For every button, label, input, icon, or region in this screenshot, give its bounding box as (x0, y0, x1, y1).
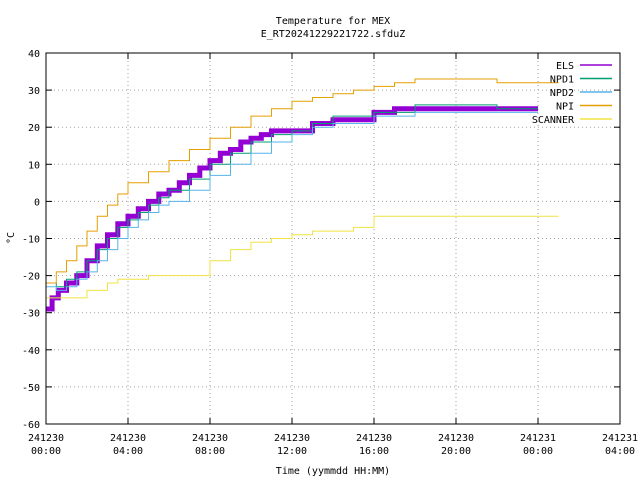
series-line-scanner (46, 215, 559, 299)
chart-subtitle: E_RT20241229221722.sfduZ (261, 29, 406, 40)
x-tick-time-label: 16:00 (359, 446, 389, 457)
chart-title: Temperature for MEX (276, 16, 390, 27)
y-tick-label: 0 (34, 197, 40, 208)
x-tick-date-label: 241231 (602, 433, 638, 444)
x-tick-date-label: 241230 (356, 433, 392, 444)
series-line-npi (46, 78, 559, 284)
x-tick-time-label: 20:00 (441, 446, 471, 457)
x-tick-time-label: 12:00 (277, 446, 307, 457)
x-axis-label: Time (yymmdd HH:MM) (276, 466, 390, 477)
y-tick-label: 40 (28, 49, 40, 60)
x-tick-time-label: 00:00 (31, 446, 61, 457)
x-tick-date-label: 241230 (192, 433, 228, 444)
series-line-npd1 (46, 104, 538, 288)
x-tick-date-label: 241230 (28, 433, 64, 444)
legend: ELS NPD1 NPD2 NPI SCANNER (532, 61, 612, 126)
legend-label: NPD2 (550, 88, 574, 99)
x-tick-date-label: 241230 (110, 433, 146, 444)
x-tick-time-label: 04:00 (113, 446, 143, 457)
y-tick-label: -50 (22, 383, 40, 394)
y-tick-label: -40 (22, 346, 40, 357)
y-tick-label: -30 (22, 309, 40, 320)
y-tick-label: 10 (28, 160, 40, 171)
x-tick-time-label: 04:00 (605, 446, 635, 457)
y-tick-label: -20 (22, 272, 40, 283)
series-layer (46, 78, 559, 312)
y-tick-label: -60 (22, 420, 40, 431)
x-tick-date-label: 241230 (438, 433, 474, 444)
y-tick-label: -10 (22, 235, 40, 246)
x-tick-time-label: 08:00 (195, 446, 225, 457)
legend-label: NPD1 (550, 75, 574, 86)
x-tick-date-label: 241230 (274, 433, 310, 444)
legend-label: SCANNER (532, 115, 575, 126)
legend-label: ELS (556, 61, 574, 72)
y-tick-label: 20 (28, 123, 40, 134)
legend-label: NPI (556, 102, 574, 113)
series-line-npd2 (46, 111, 538, 291)
x-tick-date-label: 241231 (520, 433, 556, 444)
y-axis-label: °C (6, 232, 17, 244)
y-tick-label: 30 (28, 86, 40, 97)
x-tick-time-label: 00:00 (523, 446, 553, 457)
axis-ticks: 40 30 20 10 0 -10 -20 -30 -40 -50 -60 241230 00:00 24… (22, 49, 638, 457)
